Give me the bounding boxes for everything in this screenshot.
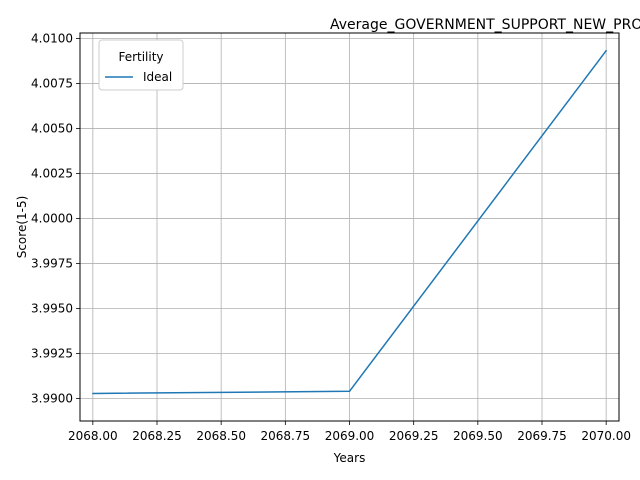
legend-label-ideal: Ideal xyxy=(143,70,172,84)
y-tick-label: 3.9925 xyxy=(31,346,73,360)
data-point xyxy=(92,393,94,395)
y-axis: 3.9900 3.9925 3.9950 3.9975 4.0000 4.0025 4.00… xyxy=(31,31,80,405)
legend-title: Fertility xyxy=(118,50,163,64)
x-tick-label: 2068.25 xyxy=(132,429,182,443)
x-tick-label: 2069.75 xyxy=(517,429,567,443)
data-point xyxy=(349,391,351,393)
y-tick-label: 4.0025 xyxy=(31,166,73,180)
y-axis-label: Score(1-5) xyxy=(15,196,29,259)
y-tick-label: 4.0050 xyxy=(31,121,73,135)
y-tick-label: 3.9975 xyxy=(31,256,73,270)
y-tick-label: 4.0075 xyxy=(31,76,73,90)
x-tick-label: 2069.50 xyxy=(453,429,503,443)
y-tick-label: 4.0000 xyxy=(31,211,73,225)
x-tick-label: 2069.25 xyxy=(389,429,439,443)
y-tick-label: 3.9900 xyxy=(31,391,73,405)
y-tick-label: 4.0100 xyxy=(31,31,73,45)
x-tick-label: 2068.75 xyxy=(261,429,311,443)
y-tick-label: 3.9950 xyxy=(31,301,73,315)
x-tick-label: 2069.00 xyxy=(325,429,375,443)
x-tick-label: 2068.50 xyxy=(196,429,246,443)
x-axis-label: Years xyxy=(333,451,366,465)
legend: Fertility Ideal xyxy=(99,40,183,90)
chart-title: Average_GOVERNMENT_SUPPORT_NEW_PRODUCTS_… xyxy=(330,17,640,33)
x-tick-label: 2070.00 xyxy=(581,429,631,443)
x-tick-label: 2068.00 xyxy=(68,429,118,443)
data-point xyxy=(605,50,607,52)
